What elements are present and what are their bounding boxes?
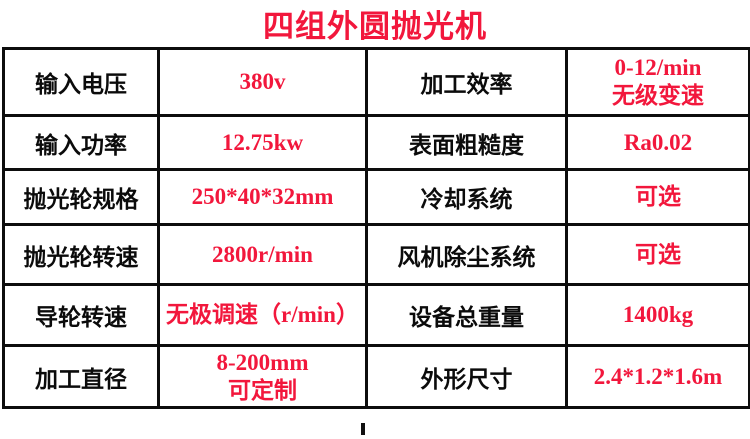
spec-value-processing-efficiency: 0-12/min 无级变速: [565, 47, 750, 117]
spec-value-dust-removal-system: 可选: [565, 223, 750, 286]
spec-value-wheel-size: 250*40*32mm: [157, 168, 368, 226]
spec-value-surface-roughness: Ra0.02: [565, 114, 750, 171]
spec-value-wheel-speed: 2800r/min: [157, 223, 368, 286]
table-row: 抛光轮规格 250*40*32mm 冷却系统 可选: [2, 168, 750, 226]
table-row: 输入功率 12.75kw 表面粗糙度 Ra0.02: [2, 114, 750, 171]
table-row: 导轮转速 无极调速（r/min） 设备总重量 1400kg: [2, 283, 750, 347]
spec-label-processing-diameter: 加工直径: [2, 344, 160, 409]
spec-label-guide-wheel-speed: 导轮转速: [2, 283, 160, 347]
value-line: 0-12/min: [614, 55, 702, 81]
value-line: 可选: [635, 184, 681, 210]
spec-value-processing-diameter: 8-200mm 可定制: [157, 344, 368, 409]
spec-table: 输入电压 380v 加工效率 0-12/min 无级变速 输入功率 12.75k…: [2, 47, 750, 409]
value-line: 2.4*1.2*1.6m: [593, 363, 723, 389]
value-line: 2800r/min: [212, 241, 313, 267]
value-line: 可定制: [228, 377, 297, 403]
table-row: 输入电压 380v 加工效率 0-12/min 无级变速: [2, 47, 750, 117]
spec-label-input-power: 输入功率: [2, 114, 160, 171]
value-line: Ra0.02: [623, 129, 693, 155]
spec-label-dust-removal-system: 风机除尘系统: [365, 223, 568, 286]
spec-label-processing-efficiency: 加工效率: [365, 47, 568, 117]
spec-value-guide-wheel-speed: 无极调速（r/min）: [157, 283, 368, 347]
spec-label-input-voltage: 输入电压: [2, 47, 160, 117]
value-line: 无极调速（r/min）: [166, 302, 359, 328]
value-line: 可选: [635, 241, 681, 267]
spec-value-total-weight: 1400kg: [565, 283, 750, 347]
table-border-artifact: [361, 423, 365, 435]
spec-label-cooling-system: 冷却系统: [365, 168, 568, 226]
spec-value-cooling-system: 可选: [565, 168, 750, 226]
table-row: 抛光轮转速 2800r/min 风机除尘系统 可选: [2, 223, 750, 286]
value-line: 无级变速: [612, 83, 704, 108]
spec-label-wheel-size: 抛光轮规格: [2, 168, 160, 226]
page-title: 四组外圆抛光机: [263, 9, 487, 44]
spec-value-input-power: 12.75kw: [157, 114, 368, 171]
spec-label-wheel-speed: 抛光轮转速: [2, 223, 160, 286]
spec-value-outer-dimensions: 2.4*1.2*1.6m: [565, 344, 750, 409]
spec-value-input-voltage: 380v: [157, 47, 368, 117]
value-line: 380v: [239, 69, 286, 95]
spec-label-outer-dimensions: 外形尺寸: [365, 344, 568, 409]
spec-label-total-weight: 设备总重量: [365, 283, 568, 347]
value-line: 12.75kw: [221, 129, 304, 155]
spec-label-surface-roughness: 表面粗糙度: [365, 114, 568, 171]
value-line: 8-200mm: [216, 349, 309, 375]
value-line: 250*40*32mm: [191, 184, 334, 210]
value-line: 1400kg: [622, 302, 694, 328]
table-row: 加工直径 8-200mm 可定制 外形尺寸 2.4*1.2*1.6m: [2, 344, 750, 409]
